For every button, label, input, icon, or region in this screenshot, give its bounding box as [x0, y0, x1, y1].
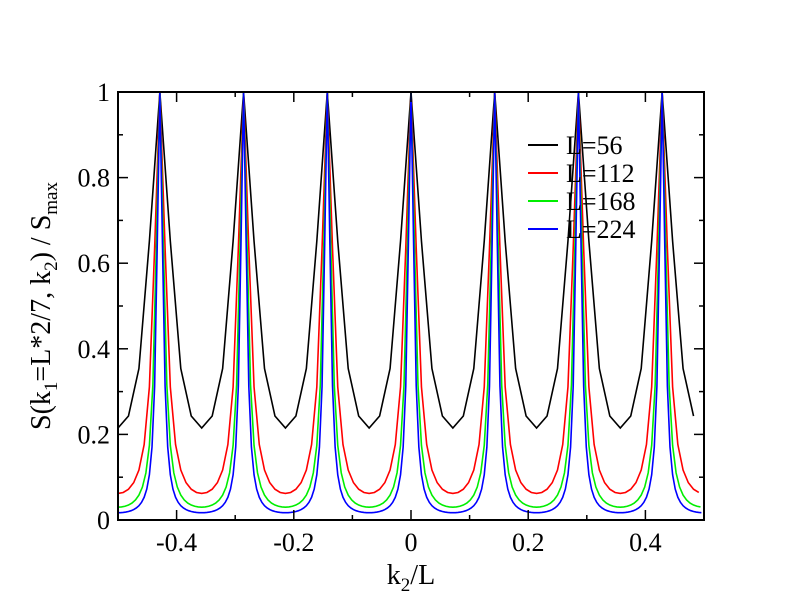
x-tick-label: -0.2: [273, 528, 314, 557]
legend-label: L=168: [566, 187, 636, 216]
x-tick-label: 0.2: [512, 528, 545, 557]
y-tick-label: 0.6: [78, 249, 111, 278]
y-tick-label: 0.8: [78, 164, 111, 193]
ticks-layer: -0.4 -0.2 0 0.2 0.4 0 0.2 0.4 0.6 0.8 1: [78, 78, 705, 557]
x-tick-label: -0.4: [156, 528, 197, 557]
y-tick-label: 1: [97, 78, 110, 107]
y-tick-label: 0: [97, 506, 110, 535]
series-line-l56: [117, 91, 695, 430]
x-tick-label: 0: [405, 528, 418, 557]
y-axis-title-part: ) / S: [26, 215, 57, 262]
x-axis-title-sub: 2: [401, 575, 411, 596]
x-axis-title: k2/L: [387, 560, 435, 596]
legend-label: L=112: [566, 159, 635, 188]
y-tick-label: 0.4: [78, 335, 111, 364]
y-tick-label: 0.2: [78, 420, 111, 449]
y-axis-title-part: S(k: [26, 391, 57, 430]
series-line-l224: [117, 91, 702, 514]
y-axis-title-sub: 2: [41, 261, 62, 271]
series-layer: [117, 91, 702, 514]
x-axis-title-base: k: [387, 560, 401, 591]
legend-label: L=56: [566, 131, 623, 160]
y-axis-title: S(k1=L*2/7, k2) / Smax: [26, 182, 62, 430]
x-tick-label: 0.4: [629, 528, 662, 557]
series-line-l112: [117, 91, 700, 495]
x-axis-title-tail: /L: [410, 560, 435, 591]
y-axis-title-sub: max: [41, 182, 62, 215]
legend-label: L=224: [566, 215, 636, 244]
y-axis-title-part: =L*2/7, k: [26, 271, 57, 382]
y-axis-title-sub: 1: [41, 382, 62, 392]
